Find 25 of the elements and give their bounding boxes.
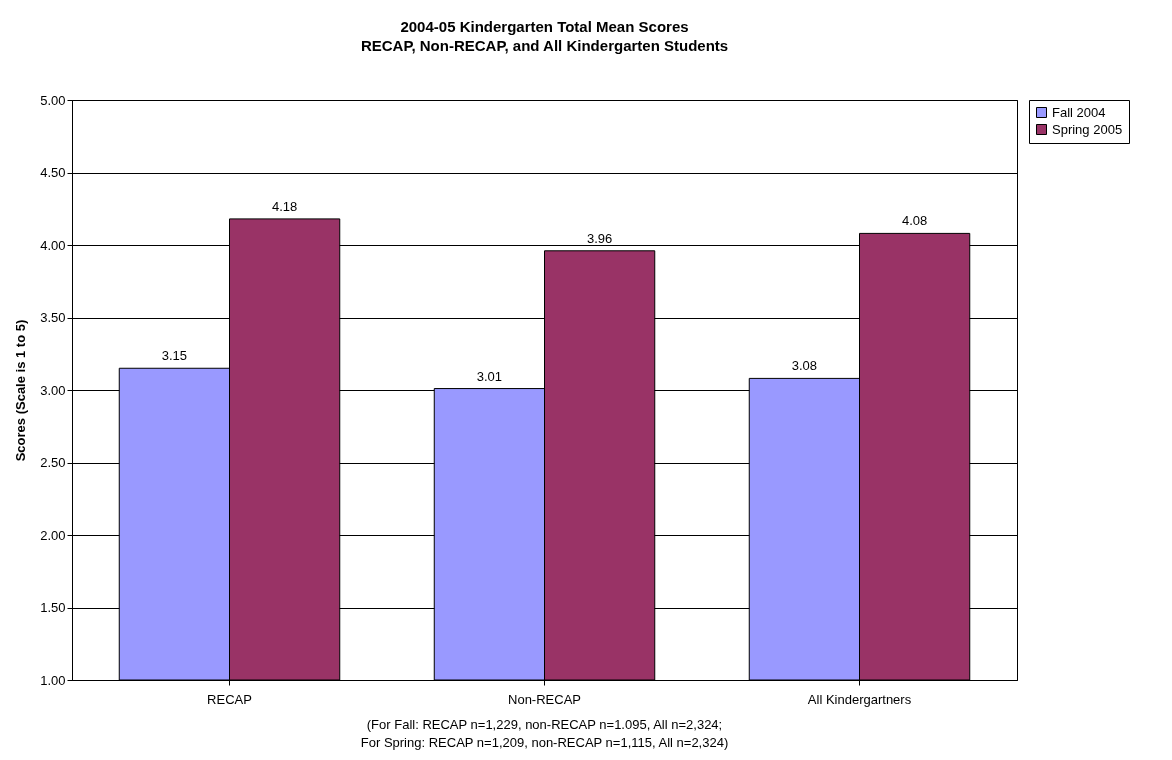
y-tick-label: 2.50 xyxy=(40,455,66,470)
chart-title: 2004-05 Kindergarten Total Mean Scores xyxy=(400,18,689,35)
data-label: 3.01 xyxy=(476,368,503,384)
text: For Spring: RECAP n=1,209, non-RECAP n=1,115, All n=2,324) xyxy=(360,735,729,750)
chart-subtitle: RECAP, Non-RECAP, and All Kindergarten Students xyxy=(360,37,729,54)
x-tick-label: Non-RECAP xyxy=(508,691,581,707)
x-tick-label: RECAP xyxy=(207,691,252,707)
y-tick-label: 2.00 xyxy=(40,527,66,543)
y-axis-title: Scores (Scale is 1 to 5) xyxy=(13,319,29,462)
y-tick-label: 3.00 xyxy=(40,382,66,398)
y-tick-label: 4.50 xyxy=(40,165,66,180)
y-tick-label: 1.00 xyxy=(40,672,66,688)
legend-label: Spring 2005 xyxy=(1052,121,1123,137)
y-tick-label: 4.00 xyxy=(40,237,66,253)
text: (For Fall: RECAP n=1,229, non-RECAP n=1.095, All n=2,324; xyxy=(366,717,723,732)
data-label: 4.18 xyxy=(271,198,298,214)
data-label: 3.08 xyxy=(791,358,818,374)
data-label: 4.08 xyxy=(901,213,928,229)
data-label: 3.15 xyxy=(161,348,188,364)
data-label: 3.96 xyxy=(586,230,613,246)
y-tick-label: 5.00 xyxy=(40,92,66,108)
y-tick-label: 3.50 xyxy=(40,310,66,325)
y-tick-label: 1.50 xyxy=(40,600,66,615)
legend-label: Fall 2004 xyxy=(1052,104,1106,120)
x-tick-label: All Kindergartners xyxy=(807,691,912,707)
